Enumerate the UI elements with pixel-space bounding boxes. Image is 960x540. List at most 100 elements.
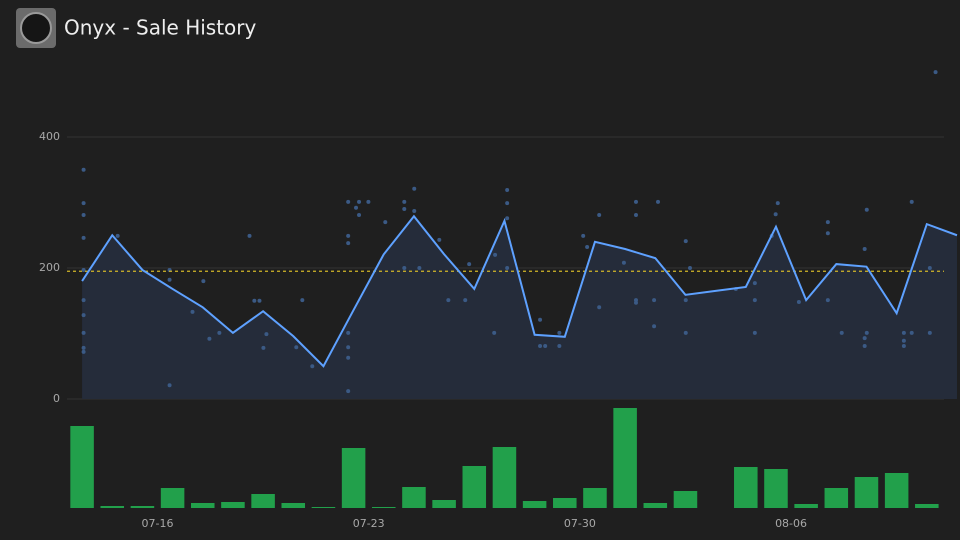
sale-point: [505, 216, 510, 221]
sale-point: [775, 201, 780, 206]
sale-point: [294, 345, 299, 350]
sale-point: [81, 201, 86, 206]
area: [82, 216, 957, 399]
sale-point: [412, 209, 417, 214]
sale-point: [167, 383, 172, 388]
volume-bar: [884, 473, 909, 508]
sale-point: [81, 313, 86, 318]
sale-point: [683, 298, 688, 303]
sale-point: [467, 262, 472, 267]
sale-point: [354, 205, 359, 210]
sale-point: [538, 317, 543, 322]
sale-point: [597, 212, 602, 217]
sale-point: [901, 343, 906, 348]
sale-point: [357, 199, 362, 204]
sale-point: [346, 330, 351, 335]
sale-point: [412, 186, 417, 191]
sale-point: [557, 330, 562, 335]
volume-bar: [130, 506, 155, 508]
volume-bar: [100, 506, 125, 508]
sale-point: [81, 212, 86, 217]
sale-point: [115, 233, 120, 238]
sale-point: [81, 349, 86, 354]
sale-point: [217, 330, 222, 335]
volume-bar: [764, 469, 788, 508]
y-tick-label: 400: [39, 130, 60, 143]
sale-point: [402, 199, 407, 204]
sale-point: [81, 330, 86, 335]
sale-point: [463, 298, 468, 303]
volume-bar: [311, 507, 336, 508]
volume-bar: [734, 467, 758, 508]
y-tick-label: 200: [39, 261, 60, 274]
sale-point: [346, 345, 351, 350]
sale-point: [557, 343, 562, 348]
sale-point: [862, 336, 867, 341]
sale-point: [656, 199, 661, 204]
sale-point: [864, 330, 869, 335]
volume-bar: [402, 487, 426, 508]
volume-bar: [251, 494, 275, 508]
volume-bar: [372, 507, 396, 508]
sale-point: [687, 266, 692, 270]
sale-point: [366, 199, 371, 204]
volume-bar: [553, 498, 577, 508]
sale-point: [901, 330, 906, 335]
volume-bar: [613, 408, 637, 508]
sale-point: [909, 199, 914, 204]
plot: [67, 70, 958, 508]
sale-point: [752, 330, 757, 335]
sale-point: [402, 266, 407, 270]
sale-point: [167, 277, 172, 282]
sale-point: [505, 266, 510, 270]
volume-bar: [583, 488, 607, 508]
item-icon-gem: [20, 12, 52, 44]
sale-point: [492, 330, 497, 335]
volume-bar: [492, 447, 517, 508]
sale-point: [909, 330, 914, 335]
sale-point: [825, 231, 830, 236]
sale-point: [257, 298, 262, 303]
volume-bar: [915, 504, 939, 508]
sale-point: [437, 237, 442, 242]
sale-point: [633, 212, 638, 217]
sale-point: [346, 233, 351, 238]
sale-point: [927, 330, 932, 335]
sale-point: [927, 266, 932, 270]
sale-point: [357, 212, 362, 217]
sale-point: [81, 167, 86, 172]
sale-point: [252, 298, 257, 303]
volume-bar: [70, 426, 94, 508]
sale-point: [864, 207, 869, 212]
sale-point: [190, 309, 195, 314]
sale-point: [825, 220, 830, 225]
sale-point: [683, 239, 688, 244]
sale-point: [346, 355, 351, 360]
volume-bar: [160, 488, 185, 508]
sale-point: [346, 389, 351, 394]
sale-point: [346, 241, 351, 246]
volume-bar: [794, 504, 818, 508]
volume-bar: [522, 501, 547, 508]
sale-point: [652, 324, 657, 329]
volume-bar: [462, 466, 487, 508]
sale-point: [81, 235, 86, 240]
sale-point: [446, 298, 451, 303]
sale-point: [585, 245, 590, 250]
volume-bar: [341, 448, 366, 508]
sale-point: [505, 188, 510, 193]
volume-bar: [221, 502, 245, 508]
sale-point: [201, 279, 206, 284]
sale-point: [543, 343, 548, 348]
sale-point: [633, 199, 638, 204]
sale-point: [81, 267, 86, 272]
volume-bar: [824, 488, 849, 508]
sale-point: [901, 338, 906, 343]
x-tick-label: 07-16: [142, 517, 174, 530]
sale-point: [81, 298, 86, 303]
sale-point: [581, 233, 586, 238]
sale-point: [752, 281, 757, 286]
sale-point: [247, 233, 252, 238]
sale-point: [839, 330, 844, 335]
